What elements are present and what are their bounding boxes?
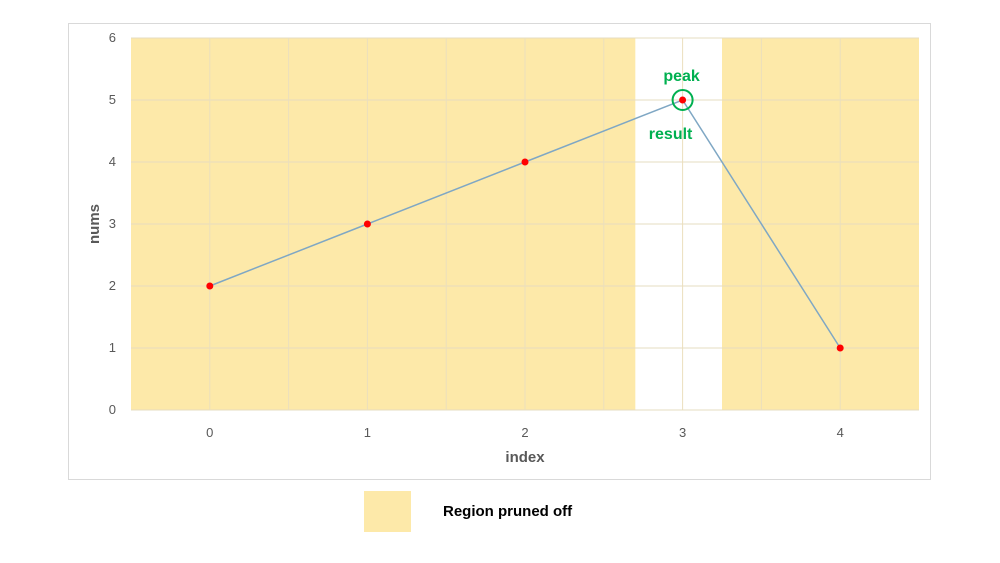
- legend: Region pruned off: [364, 491, 572, 532]
- y-tick-label: 0: [109, 402, 116, 417]
- peak-annotation: peak: [663, 68, 700, 85]
- legend-label: Region pruned off: [443, 503, 573, 520]
- data-point: [679, 96, 687, 104]
- line-chart: 0 1 2 3 4 5 6 0 1 2 3 4 index nums peak result: [86, 30, 919, 466]
- y-tick-label: 1: [109, 340, 116, 355]
- y-tick-label: 6: [109, 30, 116, 45]
- data-point: [206, 282, 214, 290]
- data-point: [836, 344, 844, 352]
- x-axis-title: index: [505, 449, 545, 466]
- legend-swatch-pruned: [364, 491, 411, 532]
- data-point: [521, 158, 529, 166]
- y-tick-label: 4: [109, 154, 116, 169]
- y-axis-title: nums: [86, 204, 103, 244]
- x-tick-label: 4: [837, 425, 844, 440]
- result-annotation: result: [649, 126, 693, 143]
- peak-highlight-circle: [671, 89, 694, 111]
- y-tick-label: 5: [109, 92, 116, 107]
- y-tick-label: 3: [109, 216, 116, 231]
- x-tick-label: 1: [364, 425, 371, 440]
- y-tick-label: 2: [109, 278, 116, 293]
- x-tick-label: 0: [206, 425, 213, 440]
- x-tick-label: 3: [679, 425, 686, 440]
- x-tick-label: 2: [521, 425, 528, 440]
- data-point: [363, 220, 371, 228]
